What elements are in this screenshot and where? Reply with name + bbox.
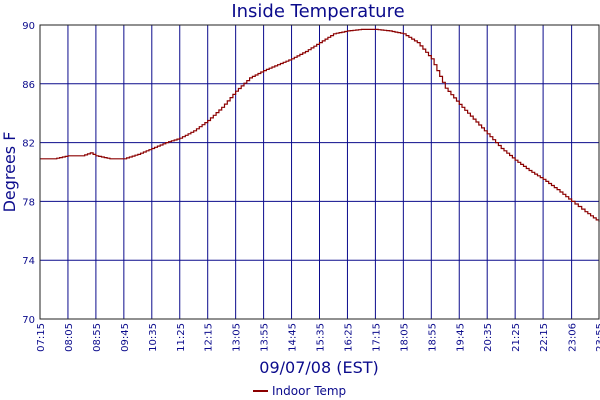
plot-area-border: [39, 24, 600, 320]
x-tick-label: 09:45: [120, 323, 131, 352]
x-tick-label: 07:15: [36, 323, 47, 352]
series-layer: [40, 28, 600, 222]
x-tick-label: 08:05: [64, 323, 75, 352]
y-tick-label: 78: [22, 197, 35, 208]
legend-label: Indoor Temp: [272, 384, 346, 398]
y-tick-label: 90: [22, 21, 35, 32]
grid: [39, 24, 600, 320]
y-tick-label: 86: [22, 80, 35, 91]
x-tick-label: 08:55: [92, 323, 103, 352]
y-tick-label: 82: [22, 139, 35, 150]
y-tick-label: 70: [22, 315, 35, 326]
x-tick-label: 23:55: [595, 323, 600, 352]
x-tick-label: 22:15: [539, 323, 550, 352]
y-tick-labels: 70 74 78 82 86 90: [22, 21, 35, 326]
y-tick-label: 74: [22, 256, 35, 267]
x-tick-label: 11:25: [176, 323, 187, 352]
x-tick-label: 13:05: [232, 323, 243, 352]
x-tick-label: 12:15: [204, 323, 215, 352]
x-tick-label: 17:15: [371, 323, 382, 352]
x-tick-label: 15:35: [316, 323, 327, 352]
series-line-0: [40, 28, 600, 222]
x-tick-label: 10:35: [148, 323, 159, 352]
x-tick-label: 13:55: [260, 323, 271, 352]
x-tick-label: 23:06: [568, 323, 579, 352]
y-axis-label: Degrees F: [0, 132, 19, 213]
x-axis-label: 09/07/08 (EST): [259, 358, 378, 377]
x-tick-label: 20:35: [483, 323, 494, 352]
x-tick-label: 14:45: [288, 323, 299, 352]
x-tick-labels: 07:15 08:05 08:55 09:45 10:35 11:25 12:15 13:05…: [36, 323, 600, 352]
chart-title: Inside Temperature: [231, 1, 404, 22]
x-tick-label: 19:45: [455, 323, 466, 352]
x-tick-label: 16:25: [343, 323, 354, 352]
x-tick-label: 18:55: [427, 323, 438, 352]
x-tick-label: 21:25: [511, 323, 522, 352]
legend: Indoor Temp: [253, 384, 346, 398]
x-tick-label: 18:05: [399, 323, 410, 352]
